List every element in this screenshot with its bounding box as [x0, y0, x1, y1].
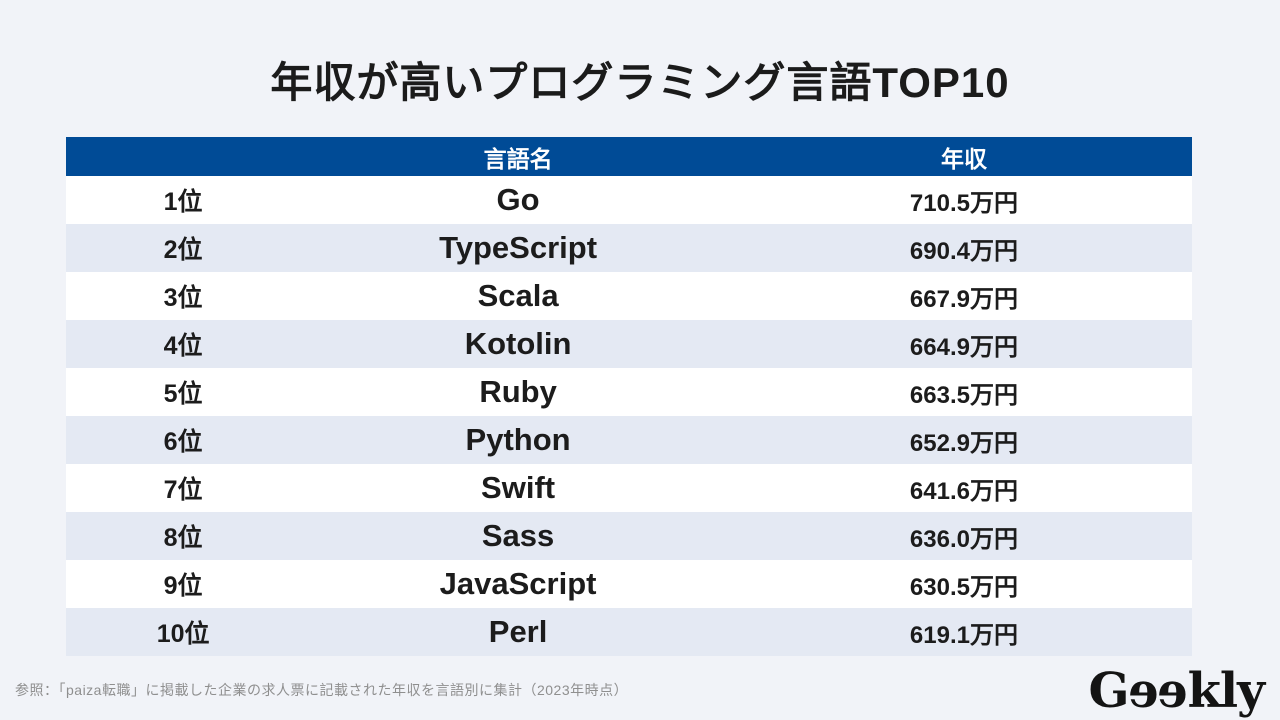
- rank-cell: 8位: [163, 524, 203, 552]
- page-title: 年収が高いプログラミング言語TOP10: [270, 59, 1010, 106]
- language-cell: Scala: [477, 278, 559, 313]
- language-cell: JavaScript: [439, 566, 597, 601]
- table-row: 2位 TypeScript 690.4万円: [66, 224, 1192, 272]
- rank-cell: 3位: [163, 284, 203, 312]
- logo-letters: kly: [1187, 663, 1265, 720]
- table-row: 1位 Go 710.5万円: [66, 176, 1192, 224]
- table-row: 4位 Kotolin 664.9万円: [66, 320, 1192, 368]
- table-header-row: 言語名 年収: [66, 137, 1192, 176]
- table-row: 7位 Swift 641.6万円: [66, 464, 1192, 512]
- table-row: 5位 Ruby 663.5万円: [66, 368, 1192, 416]
- table-row: 8位 Sass 636.0万円: [66, 512, 1192, 560]
- language-cell: Perl: [488, 614, 548, 649]
- rank-cell: 1位: [163, 188, 203, 216]
- language-cell: Go: [496, 182, 540, 217]
- language-cell: Kotolin: [464, 326, 572, 361]
- logo-reversed-e: e: [1128, 663, 1159, 720]
- rank-cell: 5位: [163, 380, 203, 408]
- rank-cell: 7位: [163, 476, 203, 504]
- language-cell: Sass: [481, 518, 555, 553]
- language-cell: Python: [465, 422, 571, 457]
- language-cell: Ruby: [479, 374, 557, 409]
- logo-letter: G: [1088, 663, 1130, 720]
- language-cell: TypeScript: [439, 230, 598, 265]
- income-cell: 710.5万円: [909, 189, 1018, 217]
- header-cell-language: 言語名: [483, 145, 553, 172]
- income-cell: 652.9万円: [909, 429, 1018, 457]
- table-row: 3位 Scala 667.9万円: [66, 272, 1192, 320]
- table-row: 10位 Perl 619.1万円: [66, 608, 1192, 656]
- income-cell: 636.0万円: [909, 525, 1018, 553]
- rank-cell: 2位: [163, 236, 203, 264]
- geekly-logo: Geekly: [1088, 663, 1265, 720]
- income-cell: 690.4万円: [909, 237, 1018, 265]
- rank-cell: 6位: [163, 428, 203, 456]
- language-cell: Swift: [481, 470, 556, 505]
- income-cell: 641.6万円: [909, 477, 1018, 505]
- logo-reversed-e: e: [1158, 663, 1188, 720]
- header-cell-income: 年収: [940, 145, 987, 172]
- income-cell: 664.9万円: [909, 333, 1018, 361]
- rank-cell: 10位: [156, 620, 210, 648]
- table-row: 9位 JavaScript 630.5万円: [66, 560, 1192, 608]
- income-cell: 667.9万円: [909, 285, 1018, 313]
- income-cell: 663.5万円: [909, 381, 1018, 409]
- income-cell: 630.5万円: [909, 573, 1018, 601]
- income-cell: 619.1万円: [909, 621, 1018, 649]
- rank-cell: 4位: [163, 332, 203, 360]
- source-note: 参照：「paiza転職」に掲載した企業の求人票に記載された年収を言語別に集計（2…: [15, 682, 629, 698]
- ranking-table: 言語名 年収 1位 Go 710.5万円 2位 TypeScript 690.4…: [66, 137, 1192, 656]
- rank-cell: 9位: [163, 572, 203, 600]
- table-row: 6位 Python 652.9万円: [66, 416, 1192, 464]
